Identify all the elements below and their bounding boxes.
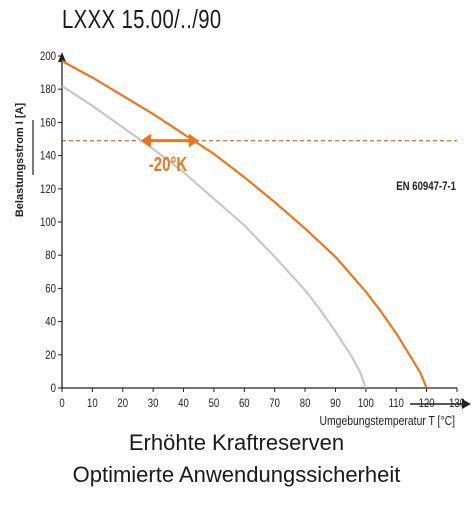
y-tick-label: 120: [40, 183, 56, 196]
y-tick-label: 20: [45, 349, 56, 362]
x-tick-label: 20: [117, 397, 128, 410]
y-tick-label: 80: [45, 249, 56, 262]
x-tick-label: 130: [449, 397, 465, 410]
x-tick-label: 110: [389, 397, 404, 410]
y-tick-label: 180: [40, 83, 56, 96]
y-tick-label: 100: [40, 216, 56, 229]
x-tick-label: 10: [87, 397, 98, 410]
y-axis-label: Belastungsstrom I [A]: [14, 103, 26, 218]
x-tick-label: 70: [269, 397, 280, 410]
standard-label: EN 60947-7-1: [396, 180, 456, 193]
caption-line-1: Erhöhte Kraftreserven: [128, 430, 345, 455]
caption-line-2: Optimierte Anwendungssicherheit: [72, 462, 401, 487]
y-tick-label: 0: [51, 382, 56, 395]
y-tick-label: 40: [45, 316, 56, 329]
y-tick-label: 160: [40, 116, 56, 129]
y-tick-label: 200: [40, 50, 56, 63]
y-tick-label: 140: [40, 150, 56, 163]
annotation-arrowhead-right: [188, 133, 199, 148]
chart-title: LXXX 15.00/../90: [62, 4, 222, 34]
x-tick-label: 60: [239, 397, 250, 410]
x-tick-label: 0: [59, 397, 64, 410]
y-tick-label: 60: [45, 282, 56, 295]
x-tick-label: 120: [419, 397, 435, 410]
x-tick-label: 80: [300, 397, 311, 410]
x-axis-direction-arrowhead: [462, 399, 471, 409]
derating-chart: 0 20 40 60 80 100 120 140 160 180 200 0 10 20 30 40 50 60…: [14, 50, 471, 428]
y-axis-arrowhead: [58, 52, 66, 62]
x-axis-label: Umgebungstemperatur T [°C]: [320, 414, 455, 428]
series-line-grey: [61, 84, 367, 389]
annotation-arrowhead-left: [141, 133, 151, 148]
series-line-orange: [61, 60, 428, 389]
x-tick-label: 100: [358, 397, 374, 410]
x-tick-label: 30: [148, 397, 159, 410]
x-tick-label: 50: [209, 397, 220, 410]
annotation-label: -20°K: [149, 153, 188, 176]
x-tick-label: 90: [330, 397, 341, 410]
x-tick-label: 40: [178, 397, 189, 410]
